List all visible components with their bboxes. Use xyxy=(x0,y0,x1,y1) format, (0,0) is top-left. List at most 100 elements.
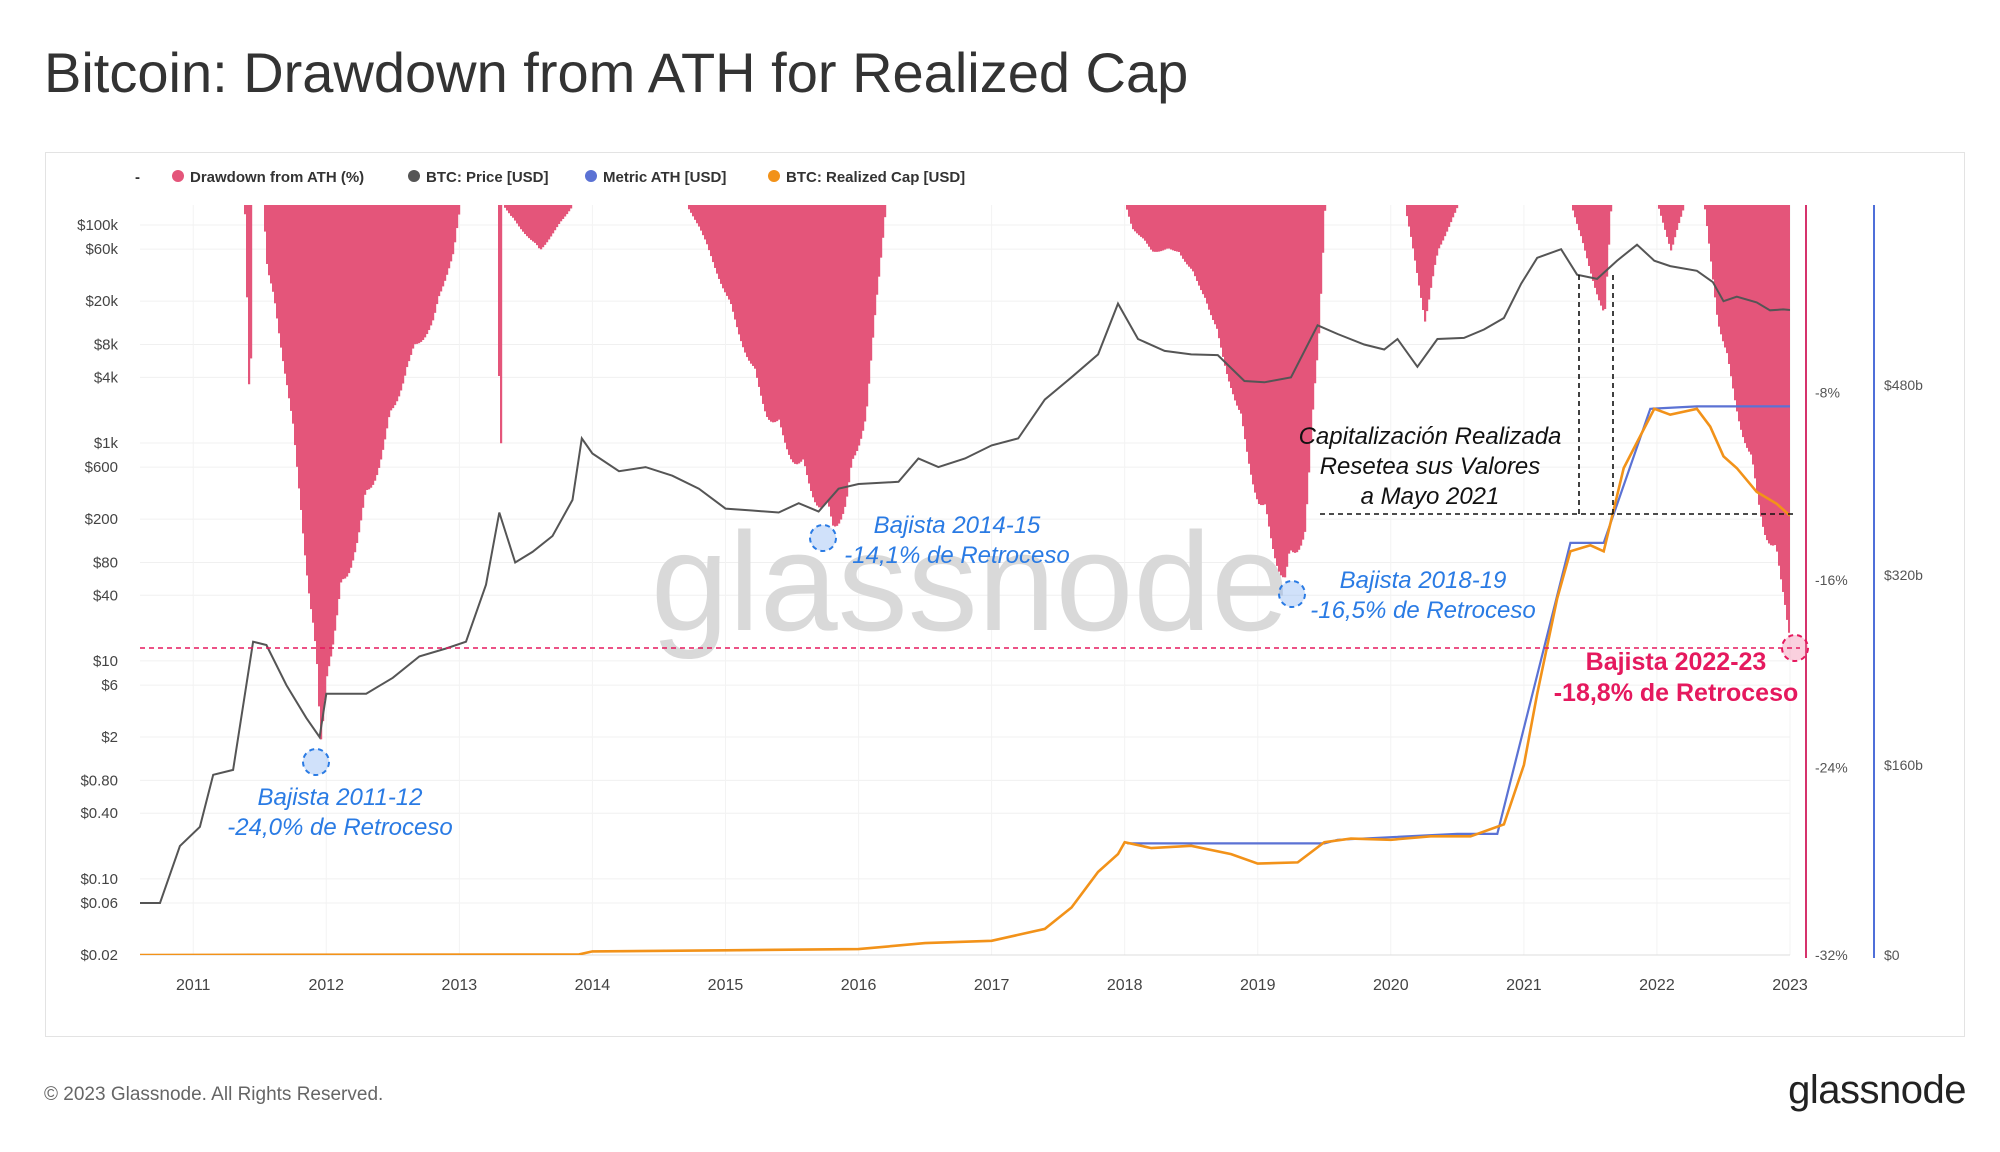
drawdown-bar xyxy=(348,205,351,574)
drawdown-bar xyxy=(286,205,289,386)
drawdown-bar xyxy=(1300,205,1303,546)
bear-2022-marker xyxy=(1781,634,1809,662)
drawdown-bar xyxy=(814,205,817,503)
drawdown-bar xyxy=(1438,205,1441,249)
bear-2018-drawdown: -16,5% de Retroceso xyxy=(1310,597,1535,624)
drawdown-bar xyxy=(400,205,403,391)
drawdown-bar xyxy=(1264,205,1267,505)
series-lines xyxy=(140,243,1790,955)
drawdown-bar xyxy=(1716,205,1719,315)
drawdown-bar xyxy=(1318,205,1321,334)
drawdown-bar xyxy=(1156,205,1159,252)
drawdown-bar xyxy=(1746,205,1749,448)
drawdown-bar xyxy=(716,205,719,274)
drawdown-bar xyxy=(1184,205,1187,262)
drawdown-bar xyxy=(1666,205,1669,237)
drawdown-bar xyxy=(538,205,541,249)
drawdown-bar xyxy=(536,205,539,246)
price-tick-label: $10 xyxy=(93,653,118,670)
drawdown-bar xyxy=(1240,205,1243,414)
drawdown-bar xyxy=(1720,205,1723,335)
drawdown-bar xyxy=(428,205,431,331)
drawdown-bar xyxy=(1158,205,1161,252)
annotation-markers xyxy=(302,524,1809,776)
footer-copyright: © 2023 Glassnode. All Rights Reserved. xyxy=(44,1084,384,1105)
drawdown-bar xyxy=(700,205,703,231)
legend-metric-ath-label[interactable]: Metric ATH [USD] xyxy=(603,169,726,186)
drawdown-bar xyxy=(1172,205,1175,251)
bear-2014-marker xyxy=(809,524,837,552)
drawdown-bar xyxy=(326,205,329,677)
drawdown-bar xyxy=(1740,205,1743,430)
drawdown-bar xyxy=(732,205,735,312)
drawdown-bar xyxy=(1164,205,1167,250)
drawdown-bar xyxy=(334,205,337,631)
drawdown-bar xyxy=(738,205,741,335)
legend-price-label[interactable]: BTC: Price [USD] xyxy=(426,169,549,186)
price-tick-label: $40 xyxy=(93,587,118,604)
drawdown-bar xyxy=(398,205,401,397)
drawdown-bar xyxy=(1234,205,1237,401)
drawdown-bar xyxy=(1198,205,1201,286)
price-tick-label: $6 xyxy=(101,677,118,694)
drawdown-bar xyxy=(1286,205,1289,567)
drawdown-bar xyxy=(708,205,711,251)
drawdown-bar xyxy=(1660,205,1663,216)
drawdown-bar xyxy=(450,205,453,262)
drawdown-bar xyxy=(1280,205,1283,576)
drawdown-bar xyxy=(820,205,823,508)
drawdown-bar xyxy=(250,205,253,359)
drawdown-bar xyxy=(1710,205,1713,262)
drawdown-bar xyxy=(838,205,841,524)
drawdown-bar xyxy=(556,205,559,228)
drawdown-bar xyxy=(1668,205,1671,244)
drawdown-bar xyxy=(1220,205,1223,348)
drawdown-bar xyxy=(1424,205,1427,322)
bear-2011-drawdown: -24,0% de Retroceso xyxy=(227,814,452,841)
drawdown-bar xyxy=(274,205,277,304)
drawdown-bar xyxy=(1126,205,1129,210)
drawdown-bar xyxy=(1266,205,1269,515)
x-axis: 2011 2012 2013 2014 2015 2016 2017 2018 2019 2020… xyxy=(176,977,1808,994)
drawdown-bar xyxy=(1256,205,1259,500)
drawdown-bar xyxy=(726,205,729,296)
legend-drawdown-label[interactable]: Drawdown from ATH (%) xyxy=(190,169,364,186)
drawdown-bar xyxy=(1248,205,1251,464)
drawdown-bar xyxy=(1230,205,1233,388)
drawdown-bar xyxy=(1456,205,1459,209)
drawdown-bar xyxy=(1606,205,1609,277)
drawdown-bar xyxy=(718,205,721,279)
drawdown-bar xyxy=(530,205,533,240)
drawdown-bar xyxy=(402,205,405,384)
drawdown-bar xyxy=(310,205,313,610)
drawdown-bar xyxy=(266,205,269,264)
drawdown-bar xyxy=(448,205,451,269)
drawdown-bar xyxy=(1758,205,1761,505)
drawdown-bar xyxy=(1254,205,1257,493)
drawdown-bar xyxy=(322,205,325,722)
drawdown-bar xyxy=(878,205,881,277)
drawdown-bar xyxy=(514,205,517,221)
drawdown-bar xyxy=(834,205,837,527)
drawdown-bar xyxy=(272,205,275,292)
drawdown-bar xyxy=(1772,205,1775,546)
drawdown-bar xyxy=(330,205,333,657)
drawdown-bar xyxy=(548,205,551,240)
drawdown-bar xyxy=(1406,205,1409,217)
drawdown-bar xyxy=(454,205,457,243)
legend-realized-cap-label[interactable]: BTC: Realized Cap [USD] xyxy=(786,169,965,186)
drawdown-bar xyxy=(544,205,547,245)
realized-cap-tick-label: $0 xyxy=(1884,947,1900,963)
drawdown-bar xyxy=(244,205,247,215)
drawdown-bar xyxy=(1584,205,1587,251)
drawdown-bar xyxy=(1744,205,1747,444)
drawdown-bar xyxy=(778,205,781,420)
drawdown-bar xyxy=(1142,205,1145,239)
drawdown-bar xyxy=(1658,205,1661,209)
realized-cap-tick-label: $320b xyxy=(1884,567,1923,583)
drawdown-bar xyxy=(1782,205,1785,592)
drawdown-bar xyxy=(364,205,367,495)
drawdown-bar xyxy=(290,205,293,411)
drawdown-bar xyxy=(288,205,291,399)
drawdown-bar xyxy=(1296,205,1299,553)
